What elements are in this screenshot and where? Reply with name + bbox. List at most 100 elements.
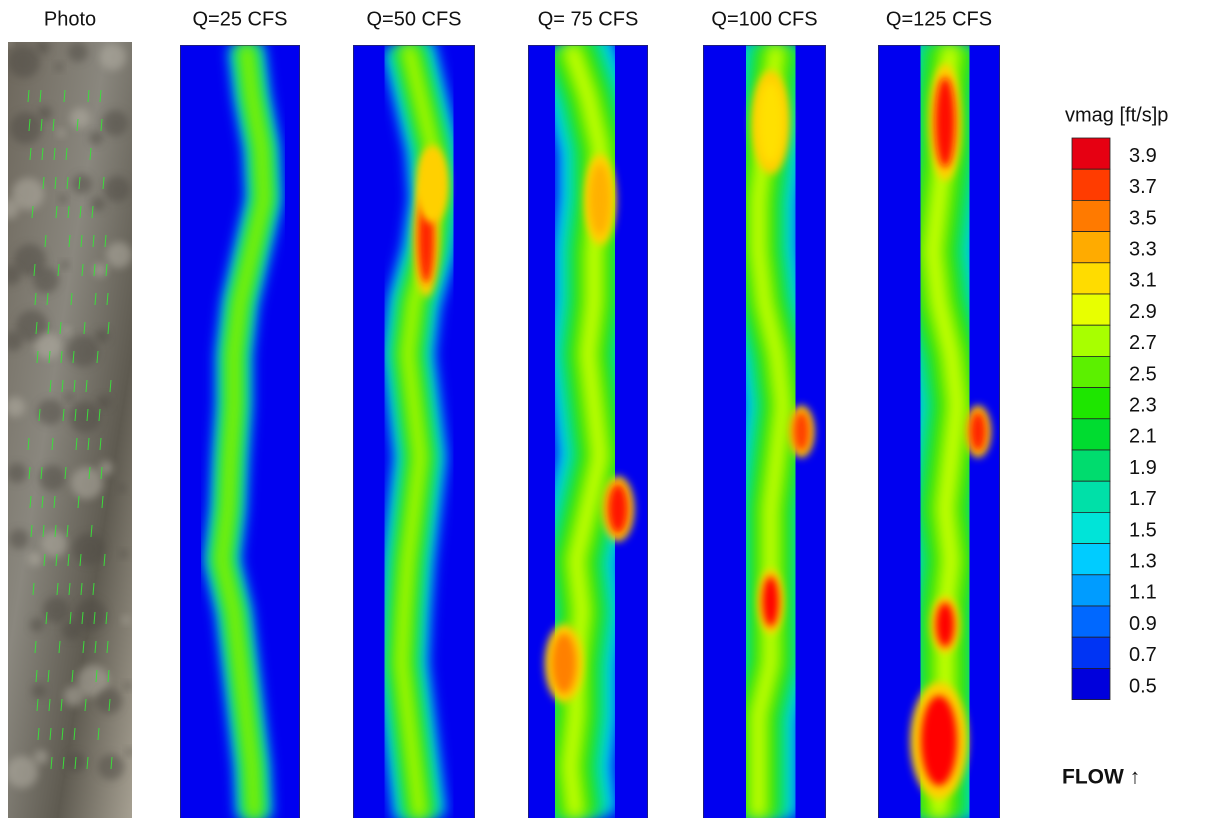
rock (16, 310, 48, 342)
rock (106, 242, 132, 268)
rock (37, 399, 63, 425)
flow-vector (27, 89, 30, 103)
legend-label: 3.3 (1129, 238, 1157, 260)
rock (41, 531, 67, 557)
flow-vector (84, 698, 87, 712)
rock (70, 108, 90, 128)
flow-vector (105, 611, 108, 625)
flow-vector (74, 756, 77, 770)
rock (8, 463, 27, 483)
legend-label: 2.7 (1129, 332, 1157, 354)
rock (8, 46, 40, 78)
legend-swatch (1071, 512, 1111, 545)
panel-title: Q=125 CFS (886, 8, 992, 30)
hotspot (590, 164, 610, 235)
legend-swatch (1071, 293, 1111, 326)
flow-vector (86, 756, 89, 770)
legend-swatch (1071, 137, 1111, 170)
rock (96, 688, 122, 714)
flow-vector (98, 408, 101, 422)
flow-vector (54, 524, 57, 538)
flow-vector (80, 582, 83, 596)
rock (75, 599, 107, 631)
legend-label: 2.5 (1129, 363, 1157, 385)
legend-swatch (1071, 387, 1111, 420)
legend-label: 1.5 (1129, 519, 1157, 541)
rock (57, 129, 65, 137)
flow-vector (78, 176, 81, 190)
flow-vector (29, 147, 32, 161)
flow-vector (65, 147, 68, 161)
rock (77, 665, 109, 697)
flow-vector (40, 466, 43, 480)
flow-vector (58, 640, 61, 654)
flow-vector (34, 292, 37, 306)
panel-title: Q=50 CFS (366, 8, 461, 30)
legend-label: 0.9 (1129, 613, 1157, 635)
flow-vector (96, 350, 99, 364)
legend-label: 0.7 (1129, 644, 1157, 666)
hotspot (970, 411, 987, 452)
rock (8, 331, 23, 351)
rock (30, 618, 44, 632)
flow-vector (28, 466, 31, 480)
flow-vector (81, 611, 84, 625)
velocity-map (878, 45, 1000, 818)
legend-label: 1.9 (1129, 457, 1157, 479)
flow-vector (107, 321, 110, 335)
legend-swatch (1071, 605, 1111, 638)
flow-vector (100, 466, 103, 480)
flow-vector (103, 553, 106, 567)
flow-vector (75, 437, 78, 451)
flow-vector (107, 669, 110, 683)
flow-vector (91, 205, 94, 219)
rock (32, 684, 46, 698)
map-border (878, 45, 1000, 818)
hotspot (921, 695, 957, 786)
rock (102, 110, 128, 136)
rock (118, 484, 126, 492)
rock (124, 682, 132, 690)
hotspot (552, 633, 576, 694)
flow-vector (86, 408, 89, 422)
rock (93, 263, 107, 277)
panel-title: Photo (44, 8, 96, 30)
legend-label: 3.9 (1129, 145, 1157, 167)
legend-swatch (1071, 480, 1111, 513)
flow-vector (66, 176, 69, 190)
velocity-map (703, 45, 826, 818)
flow-vector (30, 524, 33, 538)
flow-vector (82, 640, 85, 654)
legend-label: 2.3 (1129, 394, 1157, 416)
rock (39, 465, 65, 491)
legend-label: 1.1 (1129, 582, 1157, 604)
legend-label: 3.5 (1129, 207, 1157, 229)
flow-vector (47, 669, 50, 683)
flow-vector (48, 350, 51, 364)
flow-vector (100, 118, 103, 132)
flow-vector (45, 611, 48, 625)
flow-vector (49, 379, 52, 393)
velocity-band (218, 45, 268, 818)
flow-vector (89, 147, 92, 161)
flow-vector (74, 408, 77, 422)
flow-vector (49, 727, 52, 741)
rock (71, 467, 103, 499)
hotspot (762, 576, 779, 627)
flow-vector (92, 234, 95, 248)
flow-vector (51, 437, 54, 451)
rock (8, 42, 12, 46)
flow-vector (92, 582, 95, 596)
hotspot (936, 602, 955, 647)
legend-swatch (1071, 668, 1111, 701)
flow-vector (99, 437, 102, 451)
rock (33, 267, 59, 293)
flow-vector (62, 756, 65, 770)
flow-vector (27, 437, 30, 451)
flow-vector (60, 350, 63, 364)
flow-vector (69, 611, 72, 625)
rock (120, 550, 128, 558)
flow-vector (76, 118, 79, 132)
rock (95, 329, 109, 343)
flow-vector (73, 727, 76, 741)
